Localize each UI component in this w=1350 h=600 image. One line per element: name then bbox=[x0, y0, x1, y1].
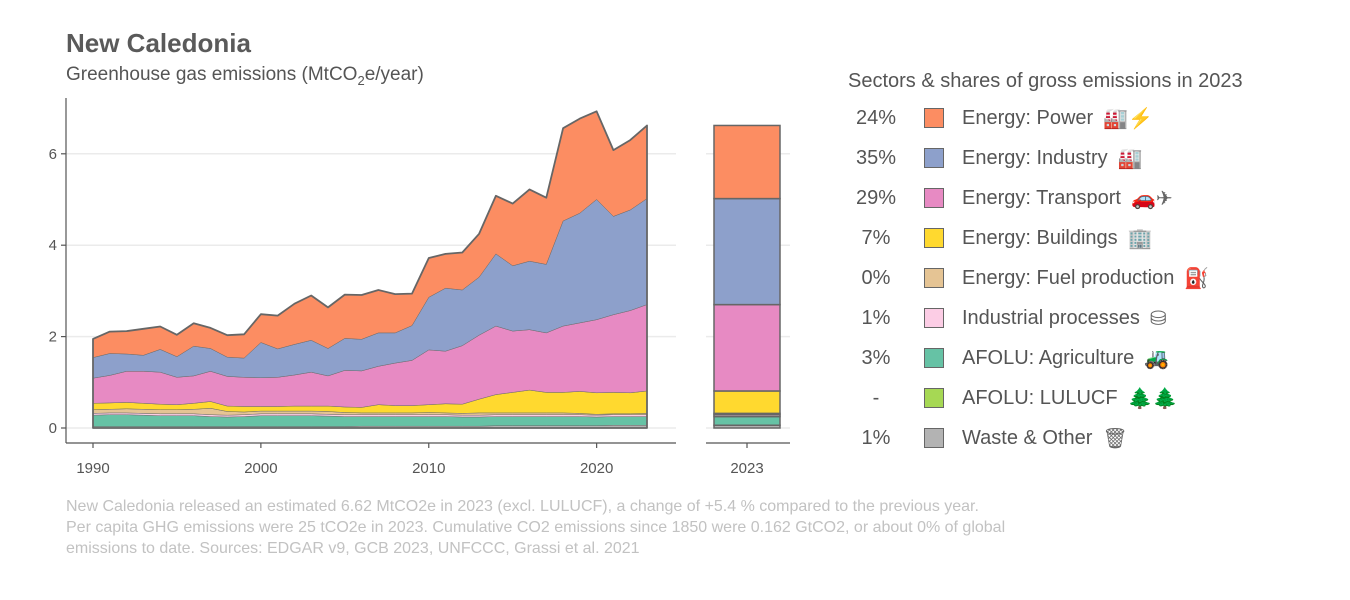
legend-share: 29% bbox=[855, 186, 897, 209]
trash-icon: 🗑 bbox=[1102, 427, 1128, 450]
legend-share: 0% bbox=[861, 266, 891, 289]
building-icon: 🏢 bbox=[1127, 227, 1153, 250]
legend-share: - bbox=[872, 386, 880, 409]
chart-axes: 0 2 4 6 1990 2000 2010 2020 2023 bbox=[49, 98, 790, 477]
legend-item: 1% Waste & Other 🗑 bbox=[840, 423, 1128, 453]
oil-rig-icon: ⛽ bbox=[1184, 267, 1210, 290]
car-plane-icon: 🚗✈ bbox=[1130, 187, 1173, 210]
legend-item: 0% Energy: Fuel production ⛽ bbox=[840, 263, 1210, 293]
legend-swatch bbox=[924, 108, 944, 128]
bar-segment bbox=[713, 415, 781, 427]
legend-item: 1% Industrial processes ⛁ bbox=[840, 303, 1167, 333]
subtitle-subscript: 2 bbox=[357, 72, 365, 88]
subtitle-prefix: Greenhouse gas emissions (MtCO bbox=[66, 64, 358, 85]
legend-item: 3% AFOLU: Agriculture 🚜 bbox=[840, 343, 1170, 373]
footnote-line: Per capita GHG emissions were 25 tCO2e i… bbox=[66, 519, 1006, 536]
power-plant-icon: 🏭⚡ bbox=[1103, 107, 1153, 130]
x-tick-label: 2020 bbox=[580, 460, 613, 477]
industrial-tank-icon: ⛁ bbox=[1149, 307, 1167, 330]
legend-swatch bbox=[924, 388, 944, 408]
total-outline bbox=[92, 110, 648, 429]
x-tick-label: 2000 bbox=[244, 460, 277, 477]
x-tick-label: 1990 bbox=[76, 460, 109, 477]
legend-label: Energy: Fuel production bbox=[962, 266, 1175, 289]
x-tick-label: 2023 bbox=[730, 460, 763, 477]
tractor-icon: 🚜 bbox=[1144, 347, 1170, 370]
legend-label: Energy: Power bbox=[962, 106, 1094, 129]
legend-swatch bbox=[924, 348, 944, 368]
legend-label: AFOLU: LULUCF bbox=[962, 386, 1118, 409]
legend-share: 1% bbox=[861, 306, 891, 329]
legend-swatch bbox=[924, 228, 944, 248]
bar-segment bbox=[713, 390, 781, 415]
footnote-line: New Caledonia released an estimated 6.62… bbox=[66, 498, 979, 515]
stacked-bar-2023 bbox=[713, 124, 781, 429]
legend-share: 35% bbox=[855, 146, 897, 169]
legend-swatch bbox=[924, 268, 944, 288]
bar-segment bbox=[713, 303, 781, 392]
legend-label: Energy: Buildings bbox=[962, 226, 1118, 249]
chart-title: New Caledonia bbox=[66, 28, 251, 58]
y-tick-label: 4 bbox=[49, 237, 57, 254]
legend-share: 1% bbox=[861, 426, 891, 449]
y-tick-label: 0 bbox=[49, 420, 57, 437]
legend-item: 24% Energy: Power 🏭⚡ bbox=[840, 103, 1153, 133]
x-tick-label: 2010 bbox=[412, 460, 445, 477]
legend-title: Sectors & shares of gross emissions in 2… bbox=[848, 70, 1243, 92]
legend-label: Energy: Industry bbox=[962, 146, 1108, 169]
legend-item: 35% Energy: Industry 🏭 bbox=[840, 143, 1143, 173]
legend-label: Energy: Transport bbox=[962, 186, 1121, 209]
emissions-chart: 0 2 4 6 1990 2000 2010 2020 2023 bbox=[49, 98, 790, 477]
legend-share: 7% bbox=[861, 226, 891, 249]
legend-item: 29% Energy: Transport 🚗✈ bbox=[840, 183, 1173, 213]
bar-segment bbox=[713, 124, 781, 200]
trees-icon: 🌲🌲 bbox=[1127, 387, 1178, 410]
legend-swatch bbox=[924, 148, 944, 168]
legend-item: 7% Energy: Buildings 🏢 bbox=[840, 223, 1153, 253]
y-tick-label: 2 bbox=[49, 329, 57, 346]
stacked-area-series bbox=[92, 110, 648, 429]
legend-label: Waste & Other bbox=[962, 426, 1093, 449]
legend-swatch bbox=[924, 308, 944, 328]
legend-share: 3% bbox=[861, 346, 891, 369]
legend-label: AFOLU: Agriculture bbox=[962, 346, 1135, 369]
footnote-line: emissions to date. Sources: EDGAR v9, GC… bbox=[66, 540, 640, 557]
y-tick-label: 6 bbox=[49, 146, 57, 163]
factory-icon: 🏭 bbox=[1117, 147, 1143, 170]
legend-item: - AFOLU: LULUCF 🌲🌲 bbox=[840, 383, 1178, 413]
chart-subtitle: Greenhouse gas emissions (MtCO2e/year) bbox=[66, 64, 424, 88]
subtitle-suffix: e/year) bbox=[364, 64, 424, 85]
legend-label: Industrial processes bbox=[962, 306, 1140, 329]
footnote: New Caledonia released an estimated 6.62… bbox=[66, 496, 1216, 559]
legend-share: 24% bbox=[855, 106, 897, 129]
legend-swatch bbox=[924, 188, 944, 208]
bar-segment bbox=[713, 197, 781, 306]
legend-swatch bbox=[924, 428, 944, 448]
